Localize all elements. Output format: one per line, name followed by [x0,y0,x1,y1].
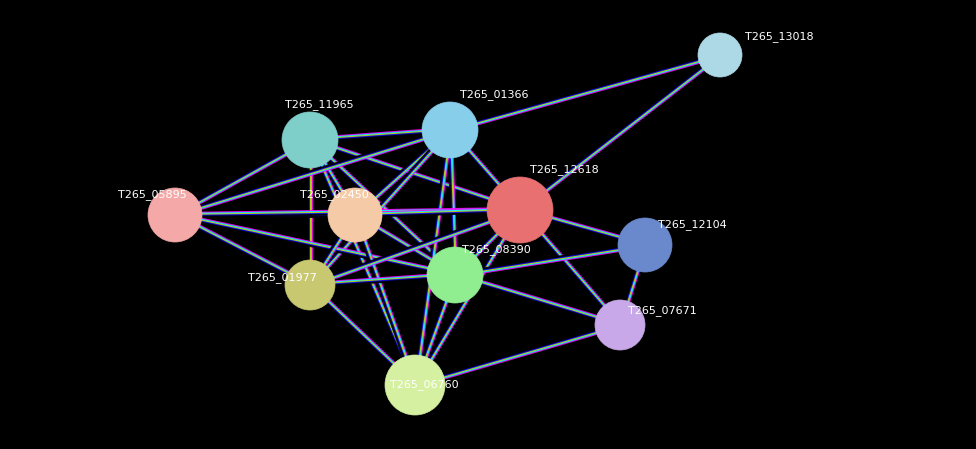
Text: T265_08390: T265_08390 [462,244,531,255]
Circle shape [385,355,445,415]
Circle shape [422,102,478,158]
Text: T265_01977: T265_01977 [248,272,317,283]
Text: T265_06760: T265_06760 [390,379,459,390]
Circle shape [595,300,645,350]
Circle shape [618,218,672,272]
Text: T265_07671: T265_07671 [628,305,697,316]
Text: T265_12104: T265_12104 [658,219,727,230]
Circle shape [698,33,742,77]
Text: T265_12618: T265_12618 [530,164,598,175]
Circle shape [427,247,483,303]
Text: T265_05895: T265_05895 [118,189,186,200]
Text: T265_02450: T265_02450 [300,189,369,200]
Circle shape [148,188,202,242]
Circle shape [328,188,382,242]
Text: T265_01366: T265_01366 [460,89,528,100]
Circle shape [487,177,553,243]
Text: T265_11965: T265_11965 [285,99,353,110]
Circle shape [285,260,335,310]
Circle shape [282,112,338,168]
Text: T265_13018: T265_13018 [745,31,814,42]
